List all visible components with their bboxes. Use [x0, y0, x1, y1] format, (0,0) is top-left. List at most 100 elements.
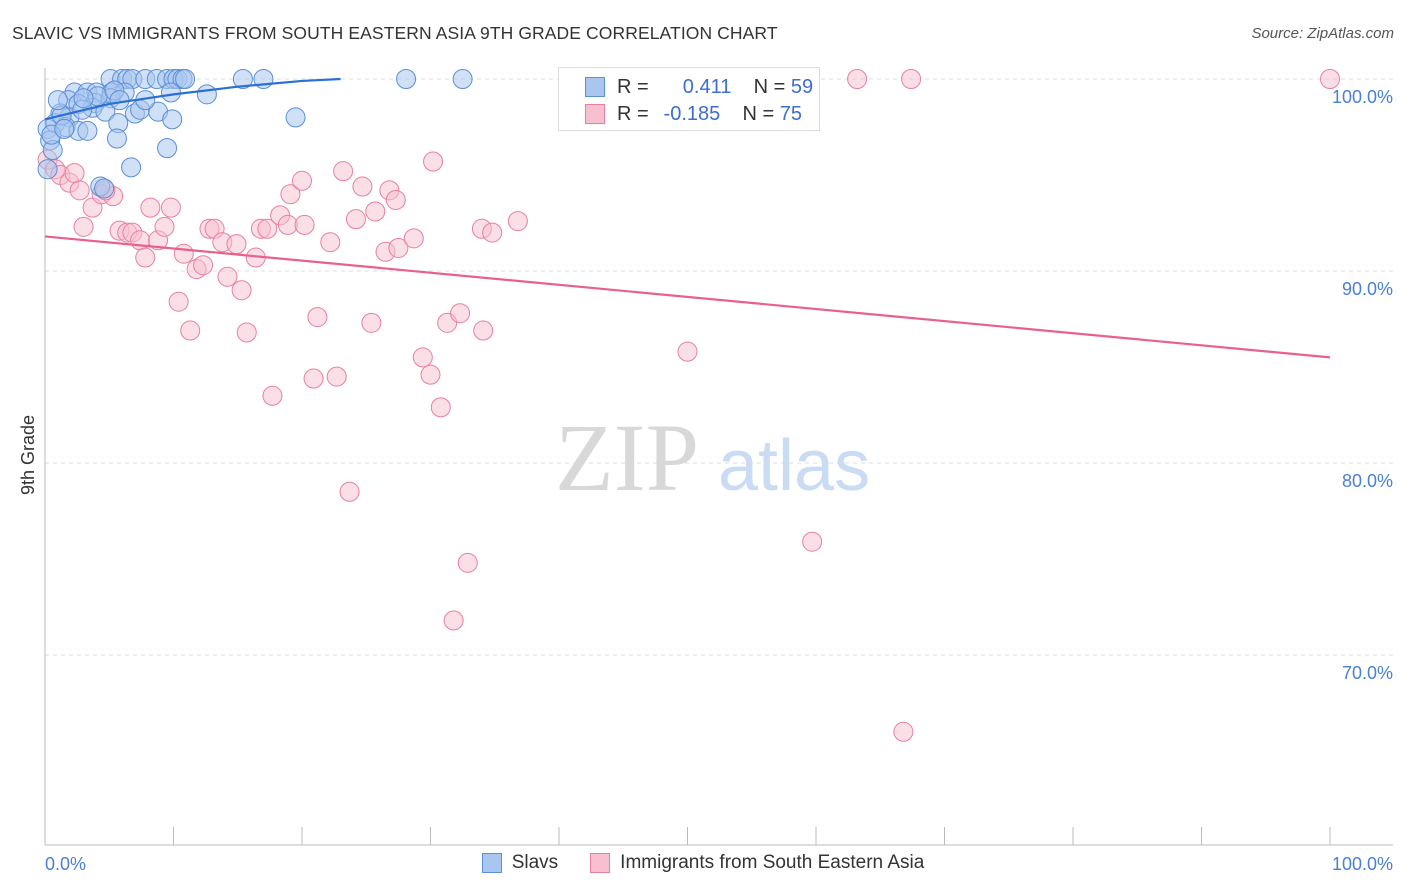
legend-row-slavs: R = 0.411 N = 59: [585, 74, 813, 100]
n-value: 75: [779, 102, 802, 125]
immigrants-point: [64, 163, 85, 184]
immigrants-point: [292, 170, 312, 191]
immigrants-point: [352, 176, 373, 197]
y-tick-label: 90.0%: [1342, 279, 1393, 299]
immigrants-point: [73, 216, 94, 237]
immigrants-point: [893, 721, 914, 742]
immigrants-point: [847, 69, 868, 89]
source-label: Source: ZipAtlas.com: [1251, 25, 1394, 42]
legend-label-slavs: Slavs: [511, 852, 559, 873]
legend-swatch-slavs: [481, 853, 502, 873]
immigrants-point: [303, 368, 324, 389]
legend-swatch-slavs: [585, 77, 605, 97]
slavs-point: [77, 120, 98, 141]
immigrants-point: [173, 243, 194, 264]
immigrants-point: [507, 211, 528, 232]
immigrants-point: [450, 303, 471, 324]
immigrants-point: [69, 180, 90, 201]
immigrants-point: [901, 69, 922, 89]
legend: R = 0.411 N = 59 R = -0.185 N = 75: [558, 67, 820, 131]
r-value: 0.411: [682, 75, 732, 98]
slavs-point: [162, 109, 183, 130]
slavs-point: [94, 178, 115, 199]
slavs-point: [285, 107, 306, 128]
immigrants-point: [361, 312, 382, 333]
bottom-legend: Slavs Immigrants from South Eastern Asia: [0, 852, 1406, 874]
immigrants-point: [236, 322, 257, 343]
legend-item-immigrants[interactable]: Immigrants from South Eastern Asia: [590, 852, 924, 874]
immigrants-point: [262, 385, 283, 406]
slavs-point: [196, 84, 217, 105]
immigrants-point: [154, 216, 175, 237]
chart-title: SLAVIC VS IMMIGRANTS FROM SOUTH EASTERN …: [12, 23, 778, 43]
y-axis-label: 9th Grade: [18, 415, 38, 495]
slavs-point: [175, 69, 196, 89]
immigrants-point: [193, 255, 214, 276]
slavs-point: [54, 118, 75, 139]
immigrants-point: [277, 214, 298, 235]
slavs-point: [106, 128, 127, 149]
immigrants-point: [430, 397, 451, 418]
slavs-point: [109, 90, 130, 111]
immigrants-point: [326, 366, 347, 387]
watermark-zip: ZIP: [555, 404, 699, 511]
immigrants-point: [1320, 69, 1340, 89]
immigrants-point: [231, 280, 252, 301]
immigrants-point: [403, 228, 424, 249]
legend-item-slavs[interactable]: Slavs: [481, 852, 559, 874]
slavs-point: [232, 69, 253, 89]
immigrants-point: [333, 161, 354, 182]
immigrants-point: [423, 151, 444, 172]
immigrants-point: [345, 209, 366, 230]
immigrants-point: [217, 266, 238, 287]
immigrants-point: [388, 237, 409, 258]
immigrants-point: [294, 214, 315, 235]
immigrants-point: [168, 291, 189, 312]
legend-swatch-immigrants: [585, 104, 605, 124]
legend-row-immigrants: R = -0.185 N = 75: [585, 101, 802, 127]
slavs-point: [452, 69, 473, 89]
x-tick-label-max: 100.0%: [1332, 854, 1393, 874]
slavs-point: [37, 159, 58, 180]
immigrants-point: [420, 364, 441, 385]
immigrants-point: [280, 184, 301, 205]
r-label: R =: [617, 102, 649, 125]
n-label: N =: [753, 75, 786, 98]
immigrants-point: [307, 307, 328, 328]
immigrants-point: [677, 341, 698, 362]
immigrants-point: [457, 552, 478, 573]
slavs-point: [396, 69, 417, 89]
x-tick-label-min: 0.0%: [45, 854, 86, 874]
immigrants-point: [482, 222, 503, 243]
n-label: N =: [742, 102, 775, 125]
legend-swatch-immigrants: [590, 853, 611, 873]
slavs-point: [121, 157, 142, 178]
r-label: R =: [617, 75, 649, 98]
legend-label-immigrants: Immigrants from South Eastern Asia: [620, 852, 925, 873]
r-value: -0.185: [663, 102, 721, 125]
slavs-point: [157, 138, 178, 159]
immigrants-trend-line: [44, 235, 1331, 359]
immigrants-point: [802, 531, 823, 552]
slavs-point: [160, 82, 181, 103]
y-tick-label: 80.0%: [1342, 471, 1393, 491]
immigrants-point: [226, 234, 247, 255]
immigrants-point: [140, 197, 161, 218]
immigrants-point: [473, 320, 494, 341]
immigrants-point: [320, 232, 341, 253]
watermark-atlas: atlas: [718, 426, 870, 506]
y-tick-label: 70.0%: [1342, 663, 1393, 683]
immigrants-point: [135, 247, 156, 268]
immigrants-point: [412, 347, 433, 368]
immigrants-point: [339, 481, 360, 502]
immigrants-point: [365, 201, 386, 222]
slavs-point: [73, 88, 94, 109]
slavs-trend-line: [44, 77, 341, 121]
immigrants-point: [180, 320, 201, 341]
y-tick-label: 100.0%: [1332, 87, 1393, 107]
immigrants-point: [160, 197, 181, 218]
immigrants-point: [443, 610, 464, 631]
slavs-point: [47, 90, 68, 111]
